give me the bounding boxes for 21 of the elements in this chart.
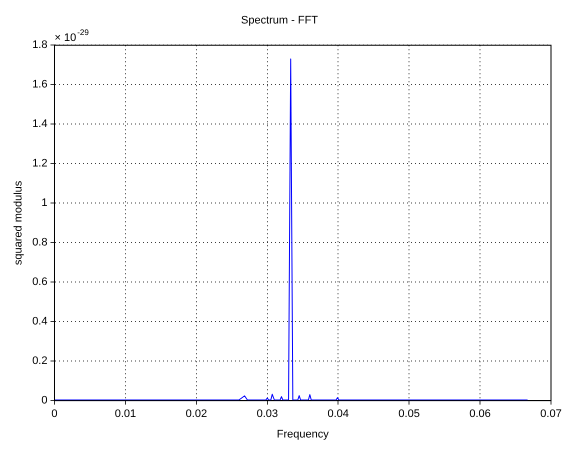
x-tick-label: 0.04 bbox=[328, 408, 349, 420]
x-axis-title: Frequency bbox=[276, 428, 330, 440]
y-tick-label: 1.6 bbox=[32, 78, 48, 91]
y-tick-label: 0.2 bbox=[32, 355, 48, 368]
x-tick-label: 0.05 bbox=[398, 408, 420, 420]
x-tick-label: 0 bbox=[51, 408, 58, 420]
y-tick-label: 1 bbox=[41, 197, 48, 210]
y-tick-label: 0.6 bbox=[32, 276, 48, 288]
y-tick-label: 1.4 bbox=[32, 118, 48, 130]
y-tick-label: 0.8 bbox=[32, 236, 48, 249]
x-tick-label: 0.06 bbox=[469, 408, 491, 420]
x-tick-label: 0.03 bbox=[256, 408, 278, 420]
y-axis-title: squared modulus bbox=[12, 180, 25, 266]
y-tick-label: 1.2 bbox=[32, 158, 48, 170]
y-tick-label: 0 bbox=[41, 394, 48, 407]
x-tick-label: 0.07 bbox=[540, 408, 562, 420]
y-tick-label: 1.8 bbox=[32, 39, 48, 52]
x-tick-label: 0.02 bbox=[186, 408, 208, 420]
x-tick-label: 0.01 bbox=[114, 408, 136, 420]
y-tick-label: 0.4 bbox=[32, 316, 48, 328]
chart-title: Spectrum - FFT bbox=[240, 14, 318, 27]
